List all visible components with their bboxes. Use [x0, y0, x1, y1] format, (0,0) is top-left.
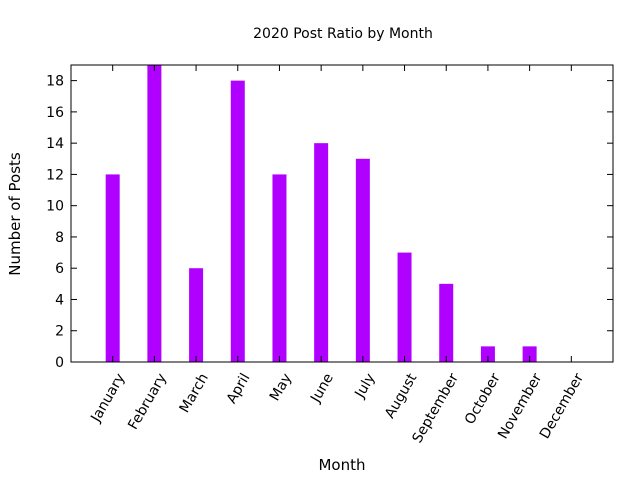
bar-february: [147, 65, 162, 362]
x-tick-label-july: July: [352, 371, 379, 402]
y-tick-label-18: 18: [46, 74, 64, 90]
y-tick-label-6: 6: [55, 261, 64, 277]
bar-july: [355, 158, 370, 362]
bar-march: [189, 268, 204, 362]
y-tick-label-4: 4: [55, 292, 64, 308]
y-tick-label-8: 8: [55, 230, 64, 246]
x-axis-title: Month: [318, 456, 365, 474]
x-tick-label-january: January: [88, 371, 129, 426]
x-tick-label-august: August: [382, 370, 421, 421]
x-tick-label-february: February: [125, 371, 170, 433]
y-axis: 0 2 4 6 8 10 12 14 16 18: [46, 74, 613, 371]
y-tick-label-0: 0: [55, 355, 64, 371]
bar-january: [105, 174, 120, 362]
bar-may: [272, 174, 287, 362]
bar-august: [397, 252, 412, 362]
bars-group: [105, 65, 537, 362]
x-tick-label-may: May: [267, 371, 295, 404]
bar-september: [439, 283, 454, 362]
chart-title: 2020 Post Ratio by Month: [253, 26, 433, 42]
y-axis-title: Number of Posts: [6, 152, 24, 276]
y-tick-label-14: 14: [46, 136, 64, 152]
bar-november: [522, 346, 537, 362]
plot-frame: [70, 64, 614, 363]
x-tick-label-october: October: [462, 371, 504, 428]
x-tick-label-december: December: [537, 371, 587, 442]
bar-october: [480, 346, 495, 362]
x-tick-label-april: April: [224, 371, 254, 407]
bar-april: [230, 80, 245, 362]
x-tick-label-march: March: [177, 371, 212, 416]
y-tick-label-12: 12: [46, 167, 64, 183]
y-tick-label-10: 10: [46, 199, 64, 215]
y-tick-label-2: 2: [55, 324, 64, 340]
x-tick-label-june: June: [307, 371, 337, 406]
y-tick-label-16: 16: [46, 105, 64, 121]
bar-june: [314, 143, 329, 362]
